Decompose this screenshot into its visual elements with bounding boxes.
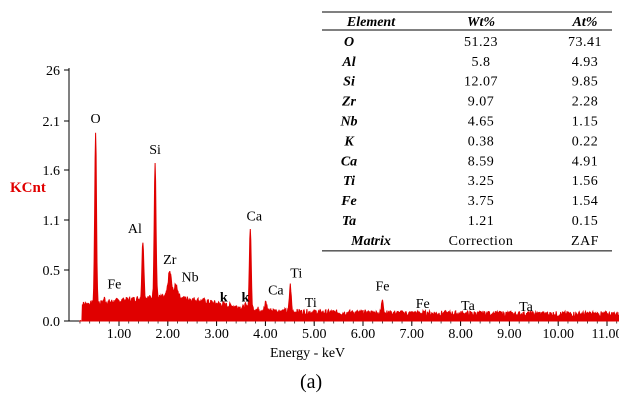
table-element-cell: Ta: [342, 214, 356, 229]
table-value-cell: 1.21: [468, 214, 495, 229]
table-value-cell: 0.15: [572, 214, 599, 229]
x-tick-label: 10.00: [542, 327, 574, 342]
peak-label-fe: Fe: [107, 278, 121, 293]
table-value-cell: 0.38: [468, 134, 495, 149]
y-tick-label: 1.6: [43, 164, 61, 179]
table-value-cell: 4.91: [572, 154, 599, 169]
x-tick-label: 8.00: [448, 327, 473, 342]
figure-caption: (a): [300, 371, 322, 393]
peak-label-ta: Ta: [519, 300, 534, 315]
peak-label-fe: Fe: [376, 280, 390, 295]
y-tick-label: 1.1: [43, 214, 61, 229]
table-element-cell: Zr: [341, 95, 357, 110]
table-value-cell: 1.15: [572, 115, 599, 130]
x-tick-label: 9.00: [497, 327, 522, 342]
x-tick-label: 7.00: [400, 327, 425, 342]
peak-label-ti: Ti: [305, 296, 317, 311]
y-tick-label: 0.5: [43, 264, 61, 279]
table-element-cell: K: [343, 134, 355, 149]
table-value-cell: 2.28: [572, 95, 599, 110]
tick-labels: 0.0 0.5 1.1 1.6 2.1 26 1.00 2.00 3.00 4.00 5.00 6.0…: [43, 64, 619, 342]
peak-label-al: Al: [128, 222, 142, 237]
table-header-cell: Element: [346, 15, 396, 30]
y-axis-label: KCnt: [10, 180, 46, 196]
x-tick-label: 6.00: [351, 327, 376, 342]
peak-label-nb: Nb: [182, 270, 199, 285]
x-tick-label: 2.00: [156, 327, 181, 342]
table-element-cell: Ti: [343, 174, 355, 189]
peak-label-k: k: [220, 291, 228, 306]
table-element-cell: Matrix: [350, 234, 391, 249]
table-value-cell: 9.07: [468, 95, 495, 110]
table-value-cell: 12.07: [464, 75, 498, 90]
x-tick-label: 4.00: [253, 327, 278, 342]
x-axis-label: Energy - keV: [270, 346, 345, 361]
y-tick-label: 2.1: [43, 115, 61, 130]
table-value-cell: 0.22: [572, 134, 599, 149]
table-header-cell: At%: [572, 15, 598, 30]
table-value-cell: 51.23: [464, 35, 498, 50]
peak-label-ca: Ca: [246, 209, 262, 224]
y-tick-label: 26: [46, 64, 60, 79]
table-element-cell: Ca: [341, 154, 357, 169]
table-value-cell: 5.8: [472, 55, 491, 70]
peak-label-k: k: [241, 291, 249, 306]
table-value-cell: 4.93: [572, 55, 599, 70]
table-element-cell: Fe: [340, 194, 357, 209]
table-value-cell: 73.41: [568, 35, 602, 50]
x-tick-label: 11.00: [592, 327, 619, 342]
table-element-cell: Al: [341, 55, 355, 70]
table-value-cell: ZAF: [571, 234, 599, 249]
peak-label-ta: Ta: [461, 299, 476, 314]
table-element-cell: Nb: [339, 115, 357, 130]
peak-label-zr: Zr: [163, 253, 177, 268]
table-element-cell: Si: [343, 75, 355, 90]
peak-label-fe: Fe: [416, 297, 430, 312]
x-tick-label: 5.00: [302, 327, 327, 342]
table-value-cell: 3.75: [468, 194, 495, 209]
composition-table: Element Wt% At% O 51.23 73.41 Al 5.8 4.93 Si 12.07…: [322, 11, 612, 252]
y-tick-label: 0.0: [43, 315, 61, 330]
table-value-cell: 8.59: [468, 154, 495, 169]
x-tick-label: 1.00: [107, 327, 132, 342]
x-tick-label: 3.00: [204, 327, 229, 342]
table-value-cell: 1.56: [572, 174, 599, 189]
table-value-cell: 1.54: [572, 194, 599, 209]
peak-label-ca: Ca: [268, 284, 284, 299]
table-value-cell: 3.25: [468, 174, 495, 189]
peak-label-ti: Ti: [290, 266, 302, 281]
peak-label-o: O: [91, 112, 101, 127]
spectrum-line: [78, 132, 619, 322]
table-header-cell: Wt%: [467, 15, 495, 30]
peak-label-si: Si: [149, 143, 161, 158]
table-value-cell: Correction: [449, 234, 514, 249]
table-value-cell: 4.65: [468, 115, 495, 130]
table-value-cell: 9.85: [572, 75, 599, 90]
table-element-cell: O: [344, 35, 354, 50]
